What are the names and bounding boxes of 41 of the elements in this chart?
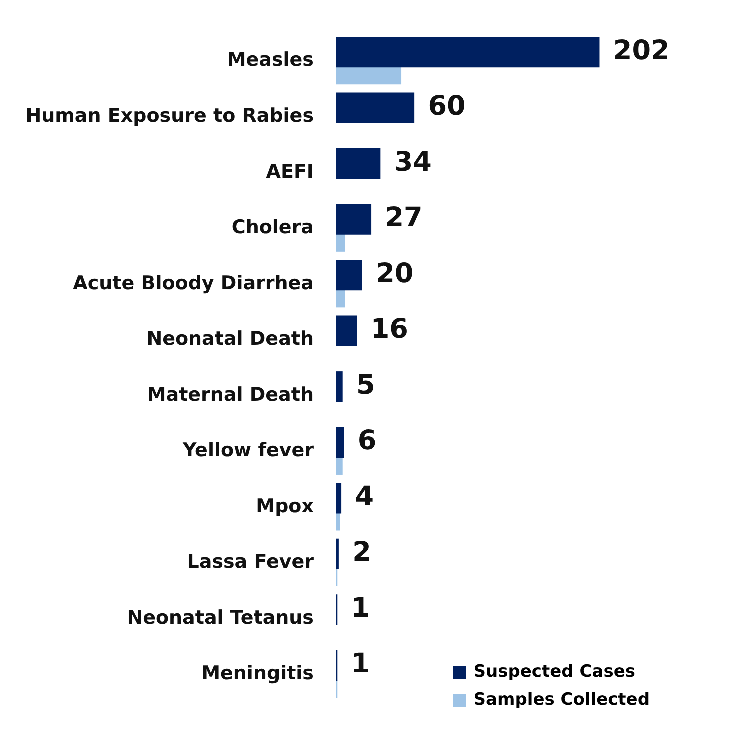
bar	[336, 483, 342, 514]
data-label: 4	[355, 481, 374, 512]
bar	[336, 316, 358, 346]
data-label: 202	[613, 35, 670, 66]
data-label: 27	[385, 202, 423, 234]
data-label: 60	[428, 91, 466, 122]
data-label: 5	[356, 370, 376, 401]
y-tick-label: Yellow fever	[182, 440, 315, 462]
data-label: 1	[351, 592, 370, 624]
bar	[336, 457, 343, 475]
bar	[336, 66, 402, 85]
data-label: 6	[358, 426, 377, 457]
bar	[336, 92, 415, 124]
bar	[336, 234, 346, 252]
bar	[336, 148, 381, 180]
legend-label: Samples Collected	[474, 690, 650, 710]
y-tick-label: Cholera	[232, 216, 314, 239]
y-tick-label: Maternal Death	[147, 384, 314, 406]
bar	[336, 538, 339, 570]
y-tick-label: Lassa Fever	[187, 551, 315, 574]
y-tick-label: Human Exposure to Rabies	[26, 104, 314, 127]
legend-label: Suspected Cases	[474, 662, 636, 682]
y-tick-label: Acute Bloody Diarrhea	[73, 272, 314, 294]
y-tick-label: Neonatal Death	[146, 328, 314, 350]
data-label: 20	[376, 258, 414, 290]
y-tick-label: Neonatal Tetanus	[127, 606, 314, 629]
bar	[336, 513, 340, 531]
bar	[336, 372, 343, 402]
bar	[336, 260, 362, 291]
y-tick-label: Mpox	[256, 495, 314, 518]
data-label: 16	[370, 314, 408, 346]
y-tick-label: Measles	[227, 49, 314, 72]
data-label: 1	[351, 648, 370, 680]
bar	[336, 36, 600, 68]
data-label: 2	[352, 537, 372, 568]
bar	[336, 427, 344, 458]
data-label: 34	[394, 146, 432, 178]
bar	[336, 204, 372, 235]
y-tick-label: Meningitis	[202, 662, 314, 685]
bar	[336, 290, 346, 308]
y-tick-label: AEFI	[266, 160, 314, 183]
